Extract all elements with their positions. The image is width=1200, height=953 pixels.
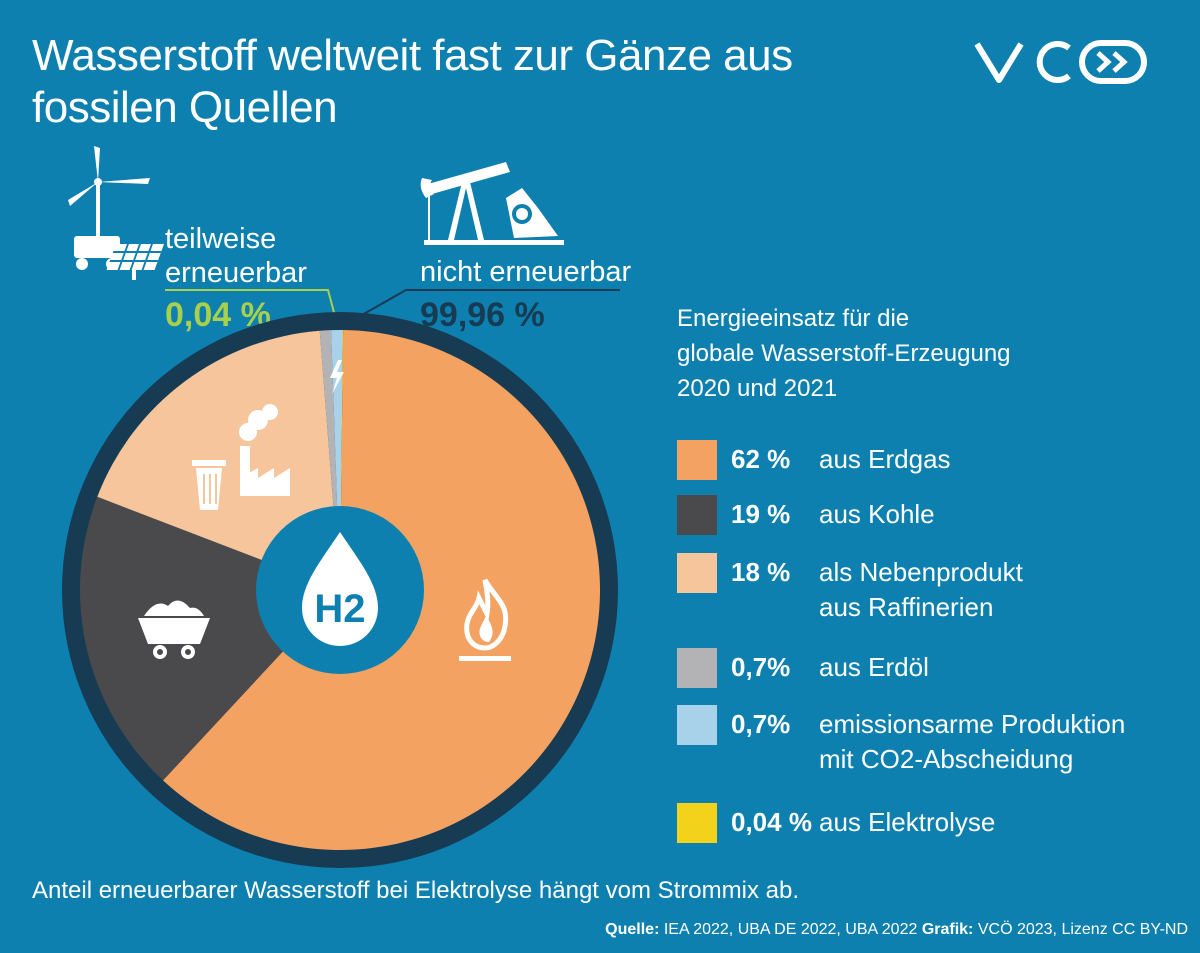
legend-text: aus Elektrolyse <box>819 807 996 837</box>
legend-text: emissionsarme Produktion mit CO2-Abschei… <box>819 707 1125 777</box>
legend-text: aus Erdöl <box>819 652 929 682</box>
legend-text: aus Erdgas <box>819 444 951 474</box>
legend-text-line-1: als Nebenprodukt <box>819 557 1023 587</box>
hydrogen-drop-icon: H2 <box>302 532 378 646</box>
legend-swatch <box>677 705 717 745</box>
legend-swatch <box>677 495 717 535</box>
non-renewable-label: nicht erneuerbar <box>420 256 632 288</box>
refinery-icon <box>192 404 290 510</box>
pie-chart: H2 <box>62 312 618 868</box>
source-line: Quelle: IEA 2022, UBA DE 2022, UBA 2022 … <box>605 921 1188 939</box>
coal-cart-icon <box>138 600 210 659</box>
legend-swatch <box>677 553 717 593</box>
legend-text-line-2: aus Raffinerien <box>819 592 994 622</box>
flame-icon <box>459 578 511 661</box>
legend-title: Energieeinsatz für die globale Wassersto… <box>677 301 1011 406</box>
footnote: Anteil erneuerbarer Wasserstoff bei Elek… <box>32 877 799 904</box>
page-title: Wasserstoff weltweit fast zur Gänze aus … <box>32 30 832 134</box>
legend-percent: 19 % <box>731 499 791 529</box>
wind-solar-icon <box>68 146 164 280</box>
logo-graphic <box>974 40 1147 84</box>
legend-percent: 0,7% <box>731 709 791 739</box>
lightning-icon <box>330 360 344 394</box>
oil-pump-icon <box>420 162 564 245</box>
partly-renewable-line-2: erneuerbar <box>165 257 307 289</box>
legend-text-line-1: emissionsarme Produktion <box>819 709 1126 739</box>
legend-percent: 0,7% <box>731 652 791 682</box>
legend-swatch <box>677 648 717 688</box>
source-label: Quelle: <box>605 921 660 938</box>
legend-title-line-3: 2020 und 2021 <box>677 375 838 402</box>
graphic-text: VCÖ 2023, Lizenz CC BY-ND <box>973 921 1188 938</box>
legend-title-line-2: globale Wasserstoff-Erzeugung <box>677 340 1011 367</box>
center-label: H2 <box>314 587 365 631</box>
title-line-2: fossilen Quellen <box>32 83 338 132</box>
legend-percent: 18 % <box>731 557 791 587</box>
source-text: IEA 2022, UBA DE 2022, UBA 2022 <box>659 921 922 938</box>
legend-title-line-1: Energieeinsatz für die <box>677 305 910 332</box>
partly-renewable-label: teilweise erneuerbar <box>165 222 307 290</box>
legend-text-line-2: mit CO2-Abscheidung <box>819 744 1074 774</box>
vco-logo <box>972 36 1152 91</box>
legend-text: aus Kohle <box>819 499 935 529</box>
legend-percent: 62 % <box>731 444 791 474</box>
title-line-1: Wasserstoff weltweit fast zur Gänze aus <box>32 31 793 80</box>
leader-partly-renewable <box>165 289 337 321</box>
non-renewable-value: 99,96 % <box>420 296 545 334</box>
legend-swatch <box>677 440 717 480</box>
legend-swatch <box>677 803 717 843</box>
leader-non-renewable <box>345 289 620 325</box>
legend-percent: 0,04 % <box>731 807 812 837</box>
graphic-label: Grafik: <box>921 921 974 938</box>
partly-renewable-line-1: teilweise <box>165 223 277 255</box>
legend-text: als Nebenprodukt aus Raffinerien <box>819 555 1023 625</box>
